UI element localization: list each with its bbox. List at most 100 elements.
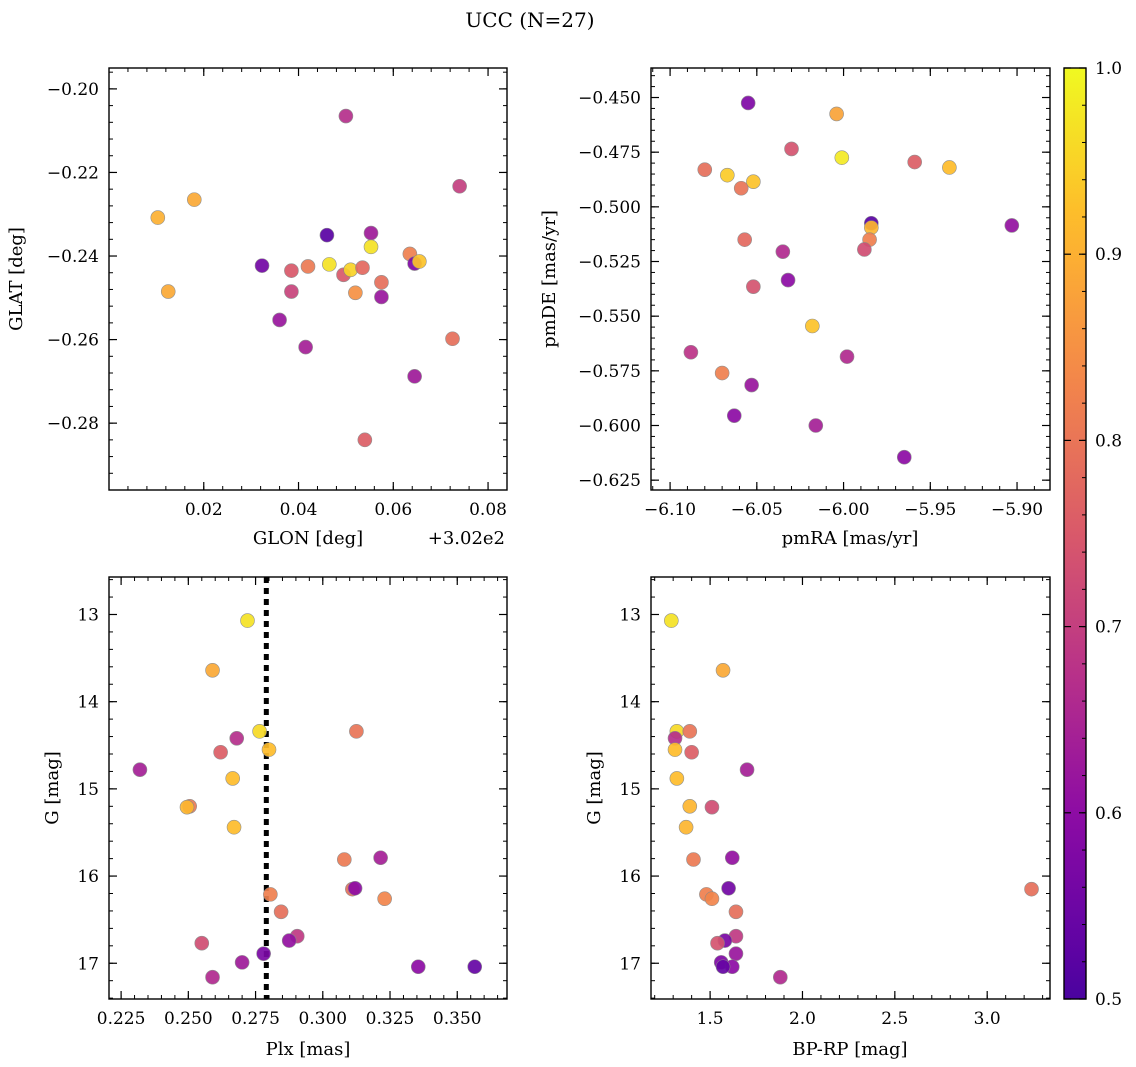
scatter-point [150,210,166,225]
y-tick-label: 13 [619,605,641,625]
y-tick-label: 16 [619,867,641,887]
y-tick-label: 13 [77,605,99,625]
scatter-point [261,742,277,757]
x-tick-label: 0.02 [185,500,223,520]
scatter-point [256,946,271,961]
scatter-point [686,852,701,867]
scatter-point [721,880,736,896]
scatter-point [452,178,467,194]
scatter-point [829,106,844,122]
y-tick-label: 15 [619,780,641,800]
y-tick-label: −0.24 [47,247,99,267]
panel-bprp-g: 1.5 2.0 2.5 3.0 13 14 15 16 17 BP-RP [mag] G [mag] [584,576,1051,1060]
scatter-point [942,160,957,175]
scatter-point [319,227,335,243]
y-tick-label: 14 [619,693,641,713]
scatter-point [363,239,379,255]
x-axis-label: GLON [deg] [253,528,363,549]
x-tick-label: 0.300 [298,1009,347,1029]
scatter-point [281,933,297,948]
scatter-point [357,432,373,448]
y-axis-label: pmDE [mas/yr] [539,210,560,348]
figure-title: UCC (N=27) [465,8,594,32]
scatter-point [907,154,922,170]
y-tick-label: −0.600 [578,416,641,436]
colorbar-bar [1063,67,1087,1000]
x-tick-label: 2.0 [789,1009,816,1029]
scatter-point [773,969,788,985]
scatter-point [1024,881,1039,897]
scatter-point [746,279,761,294]
y-axis-label: GLAT [deg] [6,227,27,331]
scatter-point [355,260,370,276]
y-axis-label: G [mag] [42,751,63,824]
x-tick-label: 2.5 [881,1009,908,1029]
scatter-point [347,880,363,896]
scatter-point [348,285,363,301]
scatter-point [746,174,761,189]
colorbar-tick-label: 0.8 [1095,431,1122,451]
scatter-point [720,167,735,183]
x-tick-label: 0.06 [374,500,412,520]
scatter-point [704,799,720,815]
scatter-point [213,744,228,760]
x-tick-label: −5.90 [991,500,1043,520]
colorbar-tick-label: 1.0 [1095,59,1122,79]
y-tick-label: −0.20 [47,80,99,100]
scatter-point [1004,218,1020,233]
scatter-point [363,225,379,241]
scatter-point [775,244,791,259]
x-tick-label: −5.95 [904,500,956,520]
scatter-point [724,850,740,866]
panel-plx-g: 0.225 0.250 0.275 0.300 0.325 0.350 13 14 15 16 17… [42,576,508,1060]
y-tick-label: 16 [77,867,99,887]
scatter-point [715,662,731,678]
plot-frame [108,67,508,491]
scatter-point [273,904,289,920]
scatter-point [737,232,752,247]
scatter-point [186,192,202,207]
scatter-point [225,771,241,786]
y-tick-label: −0.475 [578,143,641,163]
x-axis-label: pmRA [mas/yr] [782,528,919,549]
scatter-point [669,771,685,786]
scatter-point [377,891,392,907]
scatter-point [682,799,698,814]
scatter-point [234,955,250,970]
y-tick-label: −0.500 [578,198,641,218]
y-tick-label: −0.550 [578,307,641,327]
scatter-point [784,141,799,157]
x-tick-label: 0.225 [97,1009,146,1029]
scatter-point [205,662,220,678]
scatter-point [740,95,756,111]
scatter-point [300,259,316,274]
scatter-point [744,377,759,393]
colorbar: 0.5 0.6 0.7 0.8 0.9 1.0 [1063,59,1122,1010]
scatter-point [896,449,912,465]
y-tick-label: −0.625 [578,471,641,491]
scatter-point [349,724,364,739]
y-tick-label: 17 [77,954,99,974]
scatter-point [780,272,796,288]
y-tick-label: −0.28 [47,414,99,434]
scatter-point [205,969,220,985]
scatter-point [678,819,694,835]
scatter-point [697,162,713,177]
scatter-point [263,887,278,902]
y-tick-label: 15 [77,780,99,800]
scatter-point [284,284,299,299]
scatter-point [808,418,824,433]
scatter-point [445,331,460,347]
x-tick-label: 0.275 [231,1009,280,1029]
scatter-point [252,724,267,739]
colorbar-tick-label: 0.5 [1095,990,1122,1010]
scatter-point [714,365,730,381]
x-offset-label: +3.02e2 [428,528,505,549]
plot-frame [650,576,1051,1000]
x-tick-label: −6.00 [818,500,870,520]
colorbar-tick-label: 0.9 [1095,245,1122,265]
scatter-point [739,762,755,777]
scatter-point [284,263,299,278]
scatter-point [805,318,820,334]
